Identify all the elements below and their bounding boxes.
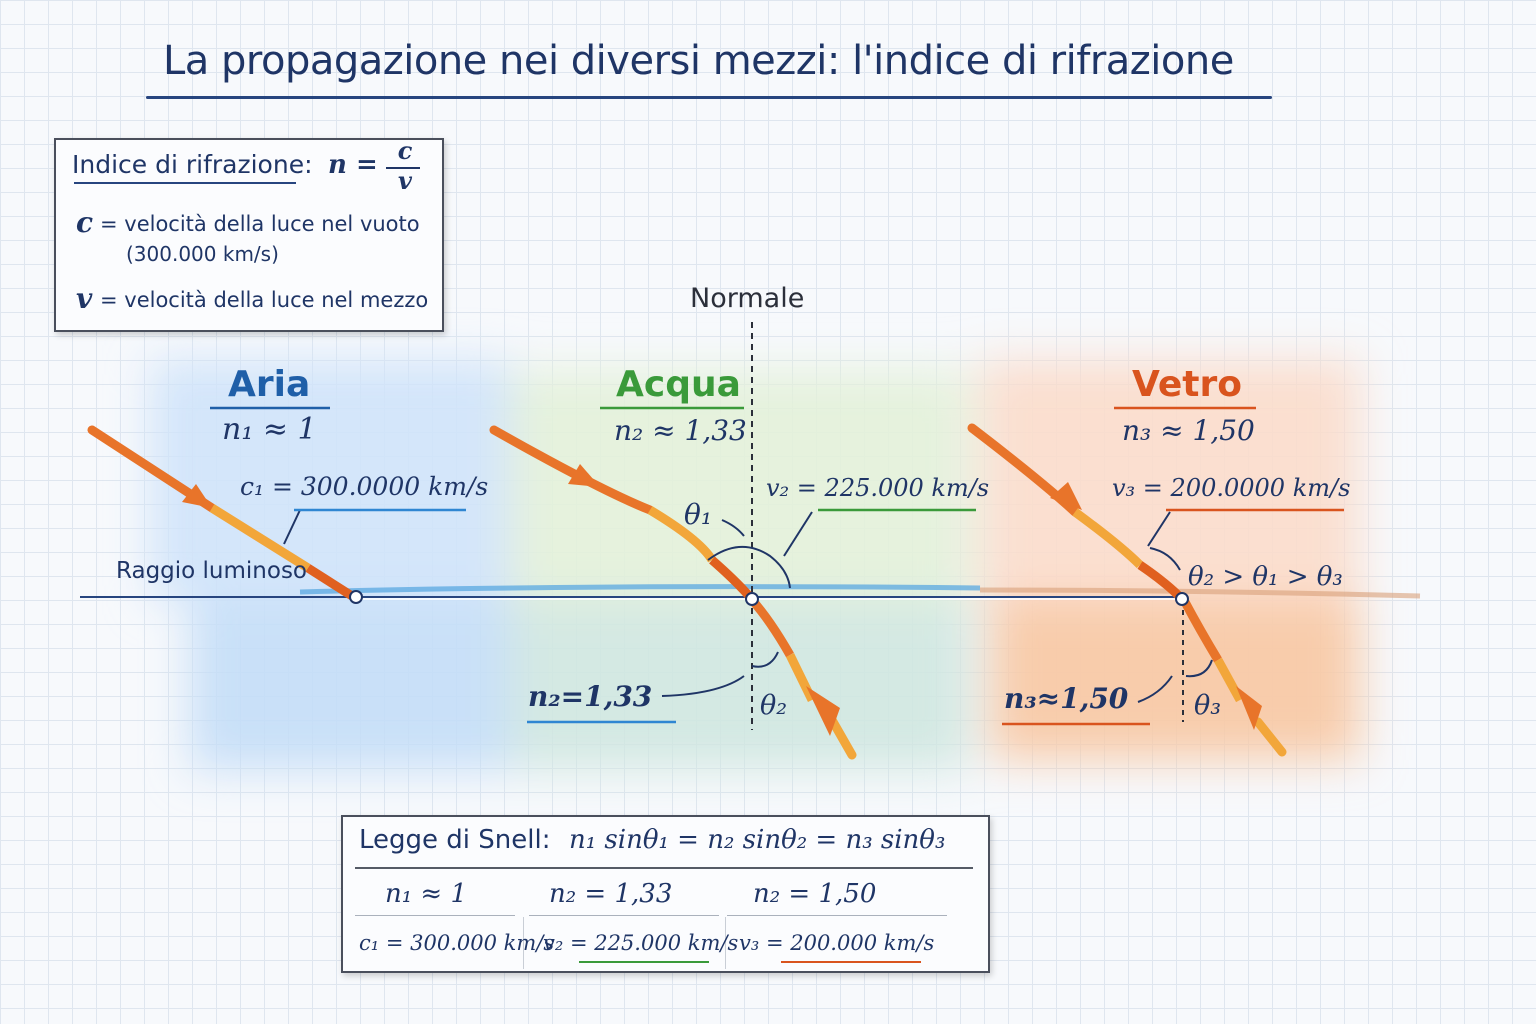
definition-label: Indice di rifrazione: bbox=[72, 150, 313, 179]
c-symbol: c bbox=[76, 206, 94, 239]
snell-law-box: Legge di Snell: n₁ sinθ₁ = n₂ sinθ₂ = n₃… bbox=[341, 815, 990, 973]
snell-index-1: n₁ ≈ 1 bbox=[385, 879, 468, 909]
air-region-bottom bbox=[190, 600, 510, 770]
glass-region-bottom bbox=[990, 600, 1360, 760]
snell-speed-2: v₂ = 225.000 km/s bbox=[543, 931, 739, 955]
snell-index-2: n₂ = 1,33 bbox=[549, 879, 673, 909]
snell-speed-1: c₁ = 300.000 km/s bbox=[359, 931, 555, 955]
ray-glass bbox=[967, 423, 1287, 757]
snell-index-3: n₂ = 1,50 bbox=[753, 879, 877, 909]
medium-index-air: n₁ ≈ 1 bbox=[222, 412, 317, 447]
snell-speed-3: v₃ = 200.000 km/s bbox=[739, 931, 935, 955]
angle-arc-theta1 bbox=[707, 545, 791, 589]
glass-surface bbox=[979, 587, 1421, 599]
c-description: = velocità della luce nel vuoto bbox=[100, 212, 420, 236]
v-symbol: v bbox=[76, 282, 93, 315]
ray-label: Raggio luminoso bbox=[116, 558, 308, 584]
medium-index-water: n₂ ≈ 1,33 bbox=[614, 414, 747, 447]
ray-air bbox=[87, 425, 355, 600]
speed-glass: v₃ = 200.0000 km/s bbox=[1112, 474, 1351, 502]
title-underline bbox=[146, 96, 1272, 99]
medium-index-glass: n₃ ≈ 1,50 bbox=[1122, 414, 1255, 447]
speed-water: v₂ = 225.000 km/s bbox=[766, 474, 990, 502]
water-region-bottom bbox=[510, 600, 970, 770]
angle-arc-glass bbox=[1149, 547, 1181, 571]
incidence-point-air bbox=[349, 590, 363, 604]
theta3-label: θ₃ bbox=[1194, 690, 1222, 721]
incidence-point-glass bbox=[1175, 592, 1189, 606]
fraction-bar bbox=[386, 167, 420, 169]
angle-comparison: θ₂ > θ₁ > θ₃ bbox=[1188, 562, 1343, 592]
snell-equation: n₁ sinθ₁ = n₂ sinθ₂ = n₃ sinθ₃ bbox=[569, 825, 946, 855]
medium-name-glass: Vetro bbox=[1132, 364, 1243, 405]
theta1-label: θ₁ bbox=[684, 498, 713, 531]
speed-air: c₁ = 300.0000 km/s bbox=[240, 472, 489, 501]
normal-label: Normale bbox=[690, 283, 805, 314]
c-value: (300.000 km/s) bbox=[126, 242, 279, 266]
definition-underline bbox=[74, 182, 296, 184]
water-surface bbox=[299, 584, 981, 595]
theta2-label: θ₂ bbox=[760, 690, 788, 721]
medium-name-air: Aria bbox=[228, 364, 311, 405]
ray-water bbox=[489, 425, 857, 760]
water-index-label: n₂=1,33 bbox=[528, 680, 653, 713]
incidence-point-water bbox=[745, 592, 759, 606]
angle-arc-theta2 bbox=[751, 651, 779, 668]
page-title: La propagazione nei diversi mezzi: l'ind… bbox=[163, 38, 1234, 84]
medium-name-water: Acqua bbox=[616, 364, 741, 405]
formula-lhs: n = bbox=[328, 150, 378, 180]
glass-index-label: n₃≈1,50 bbox=[1004, 682, 1129, 715]
angle-arc-theta3 bbox=[1185, 659, 1213, 678]
snell-label: Legge di Snell: bbox=[359, 825, 551, 855]
definition-box: Indice di rifrazione: n = c v c = veloci… bbox=[54, 136, 444, 332]
formula-numerator: c bbox=[397, 136, 413, 165]
air-region-top bbox=[150, 360, 510, 600]
formula-denominator: v bbox=[398, 166, 412, 195]
v-description: = velocità della luce nel mezzo bbox=[100, 288, 429, 312]
medium-backgrounds bbox=[150, 360, 1360, 770]
